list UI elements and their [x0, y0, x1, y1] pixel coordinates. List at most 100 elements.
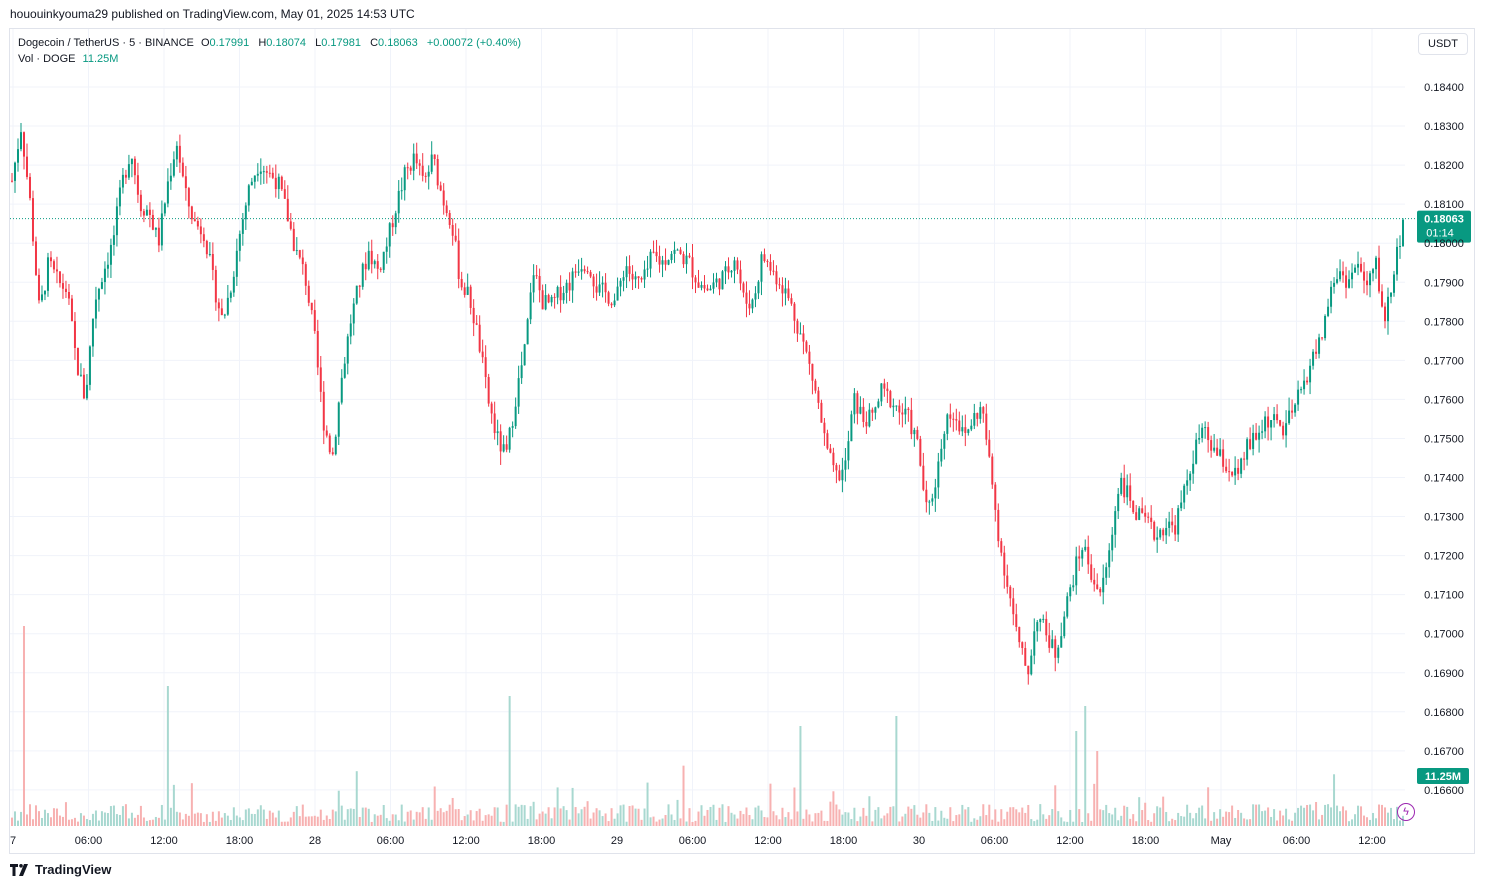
currency-button[interactable]: USDT [1418, 33, 1468, 55]
volume-bar [766, 817, 769, 826]
volume-bar [1336, 805, 1339, 826]
volume-bar [571, 787, 574, 826]
candle-body [583, 269, 586, 272]
candle-body [1111, 534, 1114, 551]
candle-body [652, 251, 655, 253]
volume-bar [562, 806, 565, 826]
price-tick-label: 0.16700 [1424, 746, 1464, 758]
candle-body [277, 176, 280, 190]
time-tick-label: 7 [10, 835, 16, 847]
volume-bar [439, 808, 442, 826]
volume-bar [1018, 812, 1021, 826]
candle-body [895, 405, 898, 407]
volume-bar [154, 816, 157, 826]
price-tick-label: 0.18300 [1424, 121, 1464, 133]
volume-bar [340, 805, 343, 826]
candle-body [787, 288, 790, 299]
candle-body [700, 285, 703, 288]
candle-body [79, 374, 82, 376]
candle-body [37, 274, 40, 301]
candle-body [919, 438, 922, 466]
volume-bar [1183, 816, 1186, 826]
candle-body [865, 421, 868, 427]
candle-body [1255, 432, 1258, 440]
volume-bar [487, 814, 490, 826]
volume-bar [694, 820, 697, 826]
candle-body [985, 413, 988, 440]
volume-bar [955, 815, 958, 826]
candle-body [673, 249, 676, 254]
volume-bar [130, 812, 133, 826]
volume-bar [1228, 812, 1231, 826]
candle-body [1069, 587, 1072, 597]
volume-bar [1264, 810, 1267, 826]
volume-bar [787, 812, 790, 826]
volume-bar [25, 814, 28, 826]
candle-body [85, 384, 88, 399]
volume-bar [1093, 783, 1096, 826]
volume-bar [1387, 812, 1390, 826]
volume-bar [1102, 810, 1105, 826]
volume-bar [544, 813, 547, 826]
candle-body [538, 276, 541, 291]
volume-bar [940, 810, 943, 826]
volume-bar [985, 815, 988, 826]
candle-body [1054, 639, 1057, 658]
candle-body [199, 226, 202, 235]
candle-body [109, 244, 112, 265]
candle-body [103, 268, 106, 283]
candle-body [295, 250, 298, 252]
volume-bar [736, 818, 739, 826]
volume-bar [1216, 818, 1219, 826]
candle-body [1381, 291, 1384, 307]
candle-body [1009, 586, 1012, 599]
volume-bar [1141, 810, 1144, 826]
candle-body [748, 303, 751, 309]
candle-body [874, 407, 877, 413]
volume-bar [1333, 774, 1336, 826]
lightning-icon[interactable]: ϟ [1397, 803, 1415, 821]
candle-body [106, 264, 109, 269]
candle-body [217, 302, 220, 309]
candle-body [11, 180, 13, 182]
candle-body [64, 288, 67, 292]
volume-bar [214, 820, 217, 826]
volume-bar [1015, 809, 1018, 826]
volume-bar [109, 806, 112, 826]
candle-body [1216, 447, 1219, 456]
volume-bar [493, 807, 496, 826]
volume-bar [1360, 806, 1363, 826]
candle-body [307, 285, 310, 303]
candle-body [1024, 648, 1027, 666]
volume-bar [163, 819, 166, 826]
candle-body [478, 324, 481, 352]
volume-bar [217, 811, 220, 826]
volume-bar [1162, 796, 1165, 826]
candle-body [1246, 439, 1249, 460]
volume-bar [1033, 821, 1036, 826]
candle-body [886, 388, 889, 392]
candle-body [547, 295, 550, 303]
volume-bar [208, 821, 211, 826]
candle-body [844, 460, 847, 470]
candle-body [625, 266, 628, 278]
candle-body [235, 250, 238, 277]
volume-bar [40, 817, 43, 826]
candle-body [1273, 414, 1276, 421]
volume-bar [589, 818, 592, 826]
candle-body [40, 294, 43, 301]
candle-body [1171, 521, 1174, 526]
candle-body [406, 167, 409, 169]
volume-bar [1342, 806, 1345, 826]
candle-body [964, 427, 967, 433]
volume-bar [823, 820, 826, 826]
volume-bar [613, 818, 616, 826]
candle-body [1078, 556, 1081, 559]
candle-body [145, 209, 148, 216]
candle-body [628, 266, 631, 274]
volume-bar [451, 797, 454, 826]
time-tick-label: 12:00 [150, 835, 178, 847]
candle-body [433, 154, 436, 160]
candle-body [421, 165, 424, 176]
